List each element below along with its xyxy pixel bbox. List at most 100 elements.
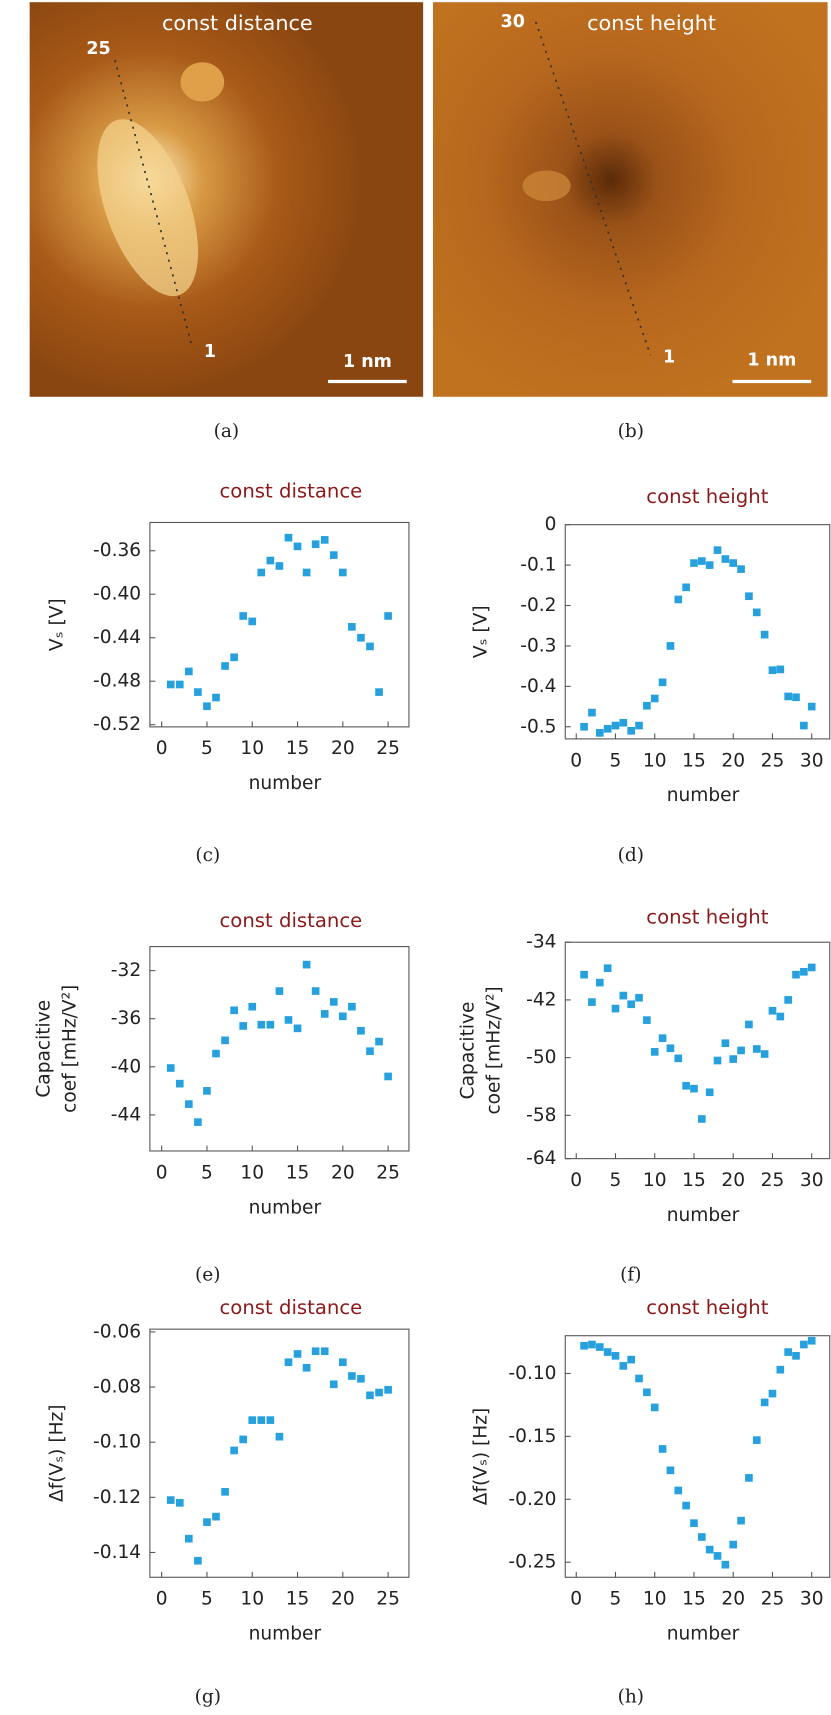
data-point (705, 1088, 714, 1097)
chart-title: const height (646, 1296, 768, 1319)
y-tick-label: -0.20 (508, 1489, 556, 1510)
data-point (674, 1486, 683, 1495)
end-label: 1 (204, 342, 216, 362)
x-tick-label: 15 (682, 1170, 706, 1191)
y-axis-label: Capacitive (457, 1002, 478, 1100)
x-tick-label: 10 (643, 750, 667, 771)
data-point (760, 1050, 769, 1058)
data-point (595, 1343, 604, 1351)
data-point (737, 1516, 745, 1525)
data-point (248, 617, 257, 626)
y-tick-label: -0.52 (93, 714, 141, 735)
data-point (175, 1499, 184, 1507)
data-point (729, 1540, 738, 1549)
data-point (800, 1340, 808, 1349)
y-tick-label: -0.2 (520, 595, 556, 616)
data-point (807, 963, 816, 972)
data-point (745, 1474, 753, 1482)
data-point (784, 996, 792, 1004)
caption: (a) (214, 421, 240, 442)
caption: (d) (618, 845, 644, 866)
x-axis-label: number (249, 773, 322, 794)
data-point (721, 1039, 730, 1048)
y-axis-label: Vₛ [V] (46, 598, 67, 651)
y-tick-label: -0.4 (520, 676, 556, 697)
data-point (792, 970, 800, 979)
x-tick-label: 15 (286, 738, 310, 759)
y-tick-label: -0.40 (93, 584, 141, 605)
data-point (745, 592, 753, 601)
data-point (293, 1350, 302, 1358)
data-point (320, 1010, 329, 1018)
data-point (682, 1501, 690, 1510)
data-point (635, 721, 643, 730)
y-axis-label: coef [mHz/V²] (60, 985, 81, 1113)
x-tick-label: 5 (201, 738, 213, 759)
caption: (e) (195, 1265, 221, 1286)
plot-frame (149, 946, 410, 1152)
data-point (682, 1081, 690, 1090)
data-point (666, 1044, 675, 1053)
chart-title: const distance (220, 1296, 363, 1319)
data-point (588, 1340, 596, 1349)
x-axis-label: number (249, 1624, 322, 1645)
data-point (302, 960, 311, 969)
data-point (588, 998, 596, 1006)
x-tick-label: 25 (761, 1170, 785, 1191)
image-title: const distance (162, 11, 313, 35)
data-point (293, 542, 302, 551)
data-point (257, 1416, 266, 1424)
plot-frame (149, 521, 410, 728)
data-point (194, 1118, 202, 1126)
data-point (329, 1380, 338, 1389)
y-tick-label: -42 (526, 989, 556, 1010)
data-point (792, 1352, 800, 1360)
x-tick-label: 5 (201, 1162, 213, 1183)
data-point (690, 1519, 698, 1528)
data-point (357, 633, 365, 642)
data-point (275, 987, 284, 995)
data-point (690, 559, 698, 567)
data-point (760, 1398, 769, 1407)
data-point (348, 1002, 356, 1011)
x-tick-label: 10 (240, 1589, 264, 1610)
data-point (650, 694, 659, 703)
chart-title: const height (646, 485, 768, 508)
data-point (338, 1012, 347, 1021)
data-point (375, 1388, 383, 1397)
data-point (697, 1533, 706, 1541)
data-point (384, 612, 392, 620)
data-point (320, 1347, 329, 1356)
data-point (248, 1002, 257, 1011)
scan-line (534, 21, 652, 356)
data-point (752, 1436, 761, 1444)
data-point (357, 1374, 365, 1383)
caption: (f) (620, 1265, 641, 1286)
chart-title: const distance (220, 909, 363, 932)
x-tick-label: 15 (286, 1162, 310, 1183)
data-point (338, 1358, 347, 1367)
y-axis-label: Vₛ [V] (471, 605, 492, 658)
caption: (h) (618, 1687, 644, 1708)
x-tick-label: 5 (610, 1170, 622, 1191)
data-point (366, 1047, 374, 1056)
x-tick-label: 20 (331, 1589, 355, 1610)
data-point (203, 1087, 211, 1095)
data-point (650, 1403, 659, 1412)
data-point (800, 967, 808, 976)
data-point (705, 561, 714, 569)
data-point (611, 1004, 620, 1013)
data-point (384, 1385, 392, 1394)
data-point (697, 1115, 706, 1123)
x-axis-label: number (667, 785, 740, 806)
x-tick-label: 30 (800, 1589, 824, 1610)
image-a: const distance 25 1 1 nm (a) (29, 2, 424, 442)
data-point (643, 1388, 651, 1397)
data-point (203, 1518, 211, 1526)
x-tick-label: 0 (156, 1589, 168, 1610)
x-tick-label: 5 (610, 1589, 622, 1610)
x-axis-label: number (249, 1197, 322, 1218)
x-tick-label: 0 (570, 1170, 582, 1191)
data-point (175, 680, 184, 689)
